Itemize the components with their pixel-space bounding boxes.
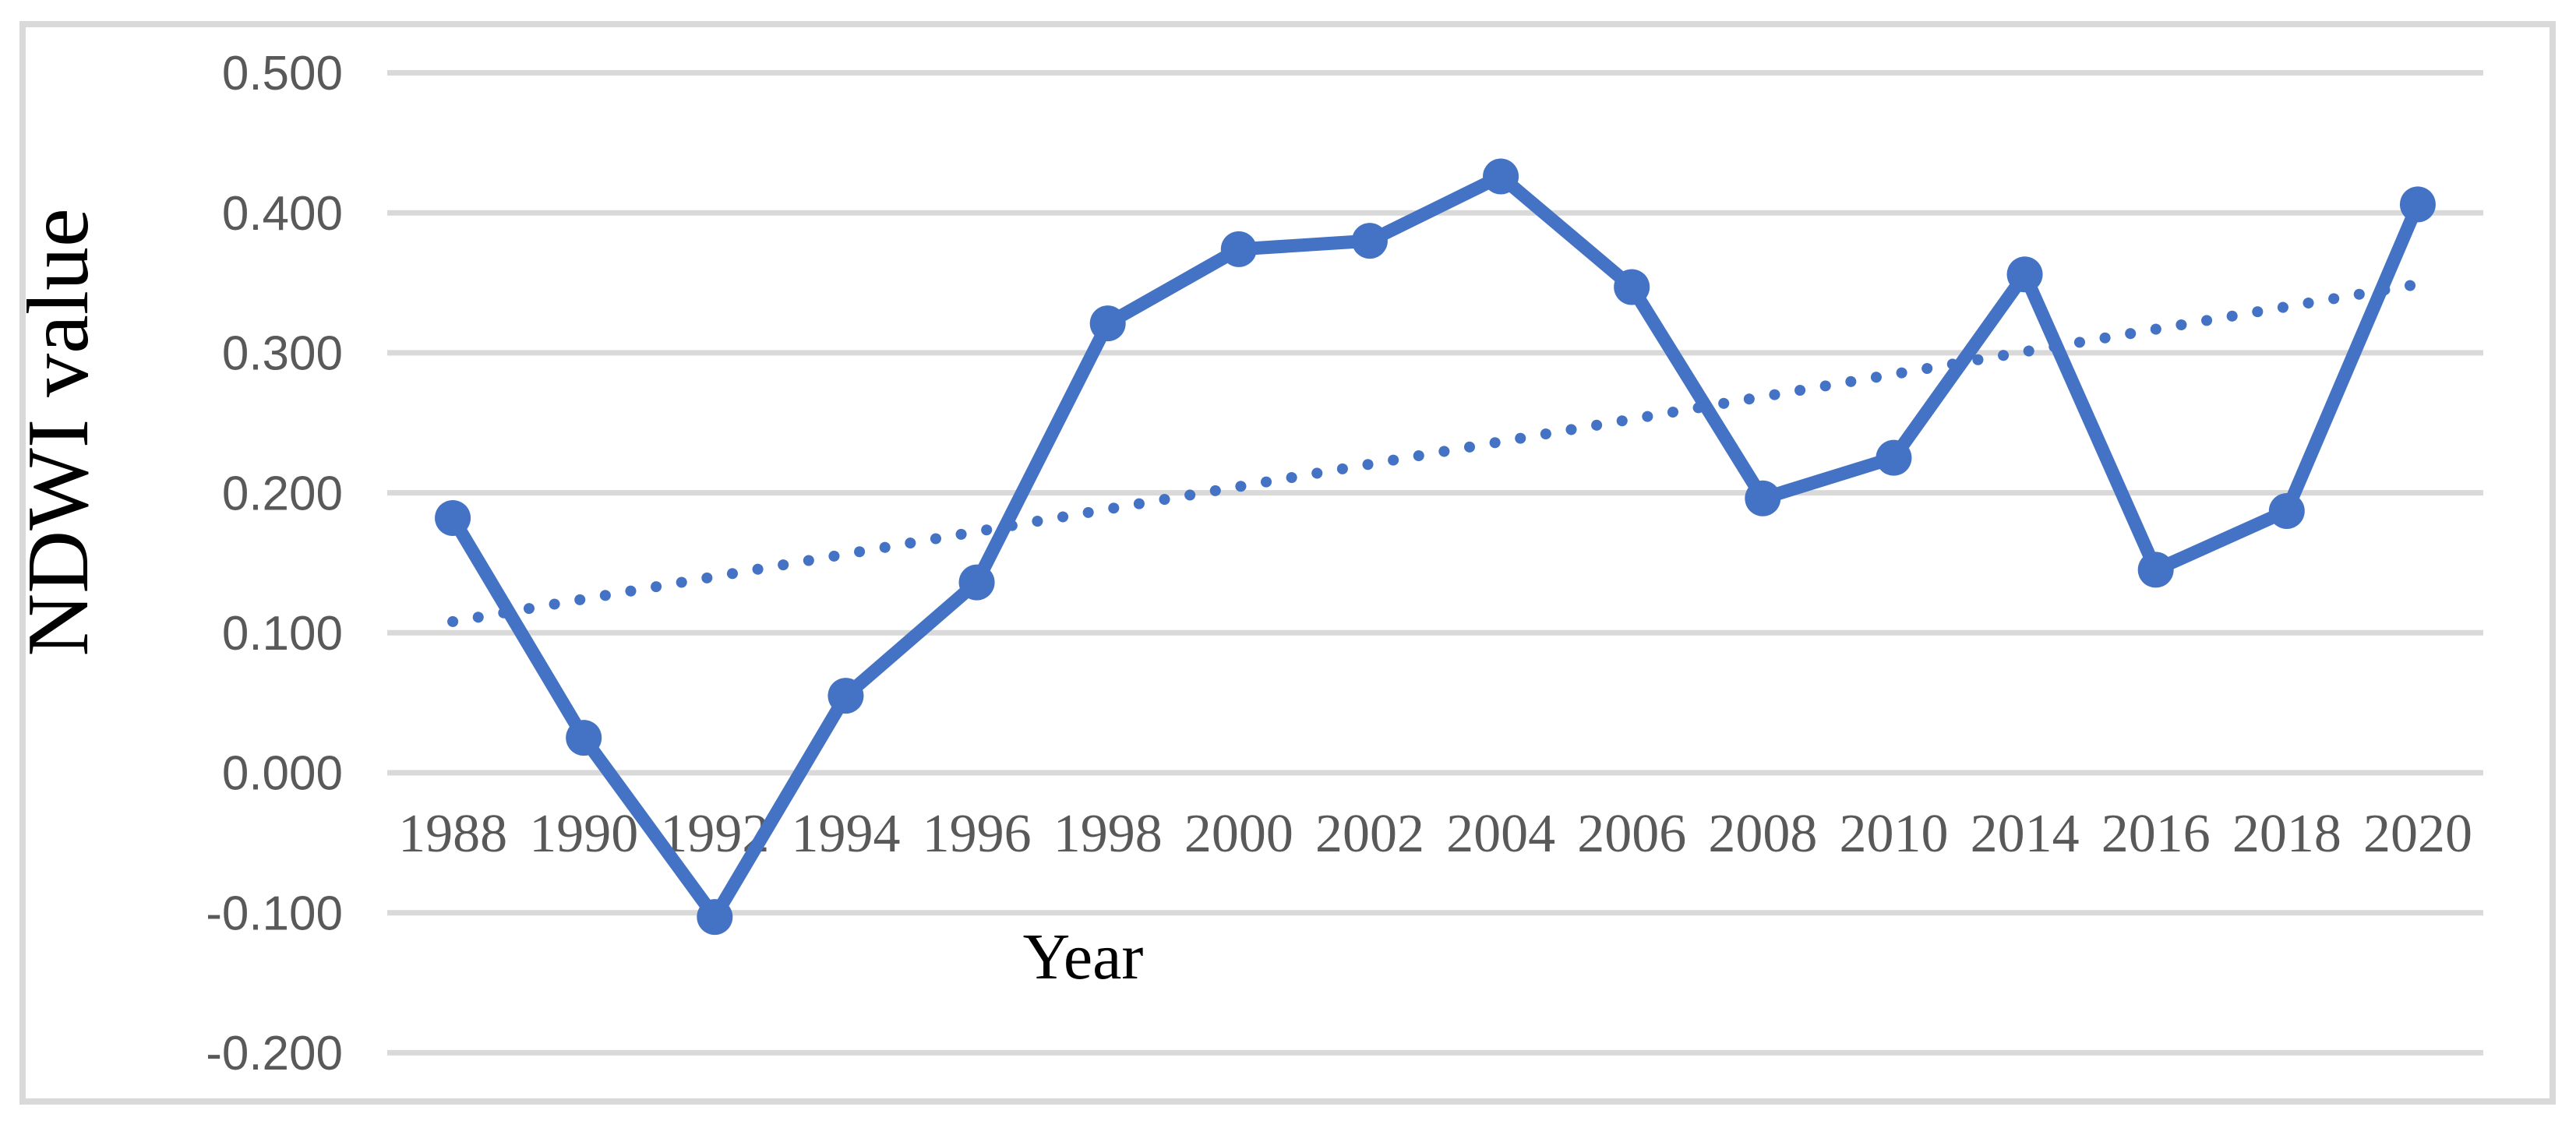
x-tick-label: 2000 [1184, 804, 1293, 864]
data-point-marker [2006, 256, 2043, 293]
x-tick-label: 1996 [923, 804, 1032, 864]
x-tick-label: 2006 [1577, 804, 1686, 864]
y-axis-title: NDWI value [10, 208, 107, 656]
data-point-marker [1351, 223, 1388, 259]
y-tick-label: 0.300 [222, 327, 343, 381]
data-point-marker [958, 564, 995, 601]
data-point-marker [435, 499, 471, 536]
y-tick-label: 0.400 [222, 187, 343, 241]
data-point-marker [2268, 492, 2305, 529]
data-point-marker [1876, 439, 1912, 476]
data-point-marker [1745, 480, 1781, 516]
x-tick-label: 2020 [2363, 804, 2472, 864]
figure-border [19, 21, 2556, 1105]
data-point-marker [1614, 269, 1650, 305]
y-tick-label: -0.100 [206, 887, 343, 940]
x-tick-label: 1988 [398, 804, 507, 864]
x-tick-label: 2004 [1446, 804, 1555, 864]
data-point-marker [1483, 158, 1519, 195]
x-tick-label: 1998 [1053, 804, 1163, 864]
y-tick-label: 0.500 [222, 47, 343, 100]
x-axis-tick-labels: 1988 1990 1992 1994 1996 1998 2000 2002 2004 2006… [398, 804, 2472, 864]
x-tick-label: 2008 [1708, 804, 1817, 864]
data-point-marker [697, 899, 733, 936]
data-point-marker [1220, 231, 1257, 267]
gridlines [387, 70, 2483, 1056]
series-line [446, 169, 2425, 924]
trendline-group [447, 278, 2423, 627]
data-point-marker [827, 678, 864, 714]
y-tick-label: 0.000 [222, 747, 343, 801]
x-tick-label: 2018 [2232, 804, 2341, 864]
x-tick-label: 2010 [1839, 804, 1948, 864]
y-tick-label: 0.200 [222, 467, 343, 520]
x-tick-label: 1990 [529, 804, 638, 864]
data-point-marker [1089, 305, 1126, 342]
data-point-marker [2399, 186, 2436, 223]
data-point-marker [566, 720, 602, 756]
x-tick-label: 2016 [2101, 804, 2211, 864]
x-tick-label: 2014 [1971, 804, 2080, 864]
trendline [447, 278, 2423, 627]
x-tick-label: 2002 [1315, 804, 1424, 864]
x-tick-label: 1994 [791, 804, 900, 864]
y-axis-tick-labels: 0.500 0.400 0.300 0.200 0.100 0.000 -0.100 -0.2… [206, 47, 343, 1080]
data-point-marker [2137, 552, 2174, 588]
y-tick-label: -0.200 [206, 1027, 343, 1080]
y-tick-label: 0.100 [222, 607, 343, 661]
x-axis-title: Year [1023, 921, 1144, 993]
data-series-group [435, 158, 2436, 936]
